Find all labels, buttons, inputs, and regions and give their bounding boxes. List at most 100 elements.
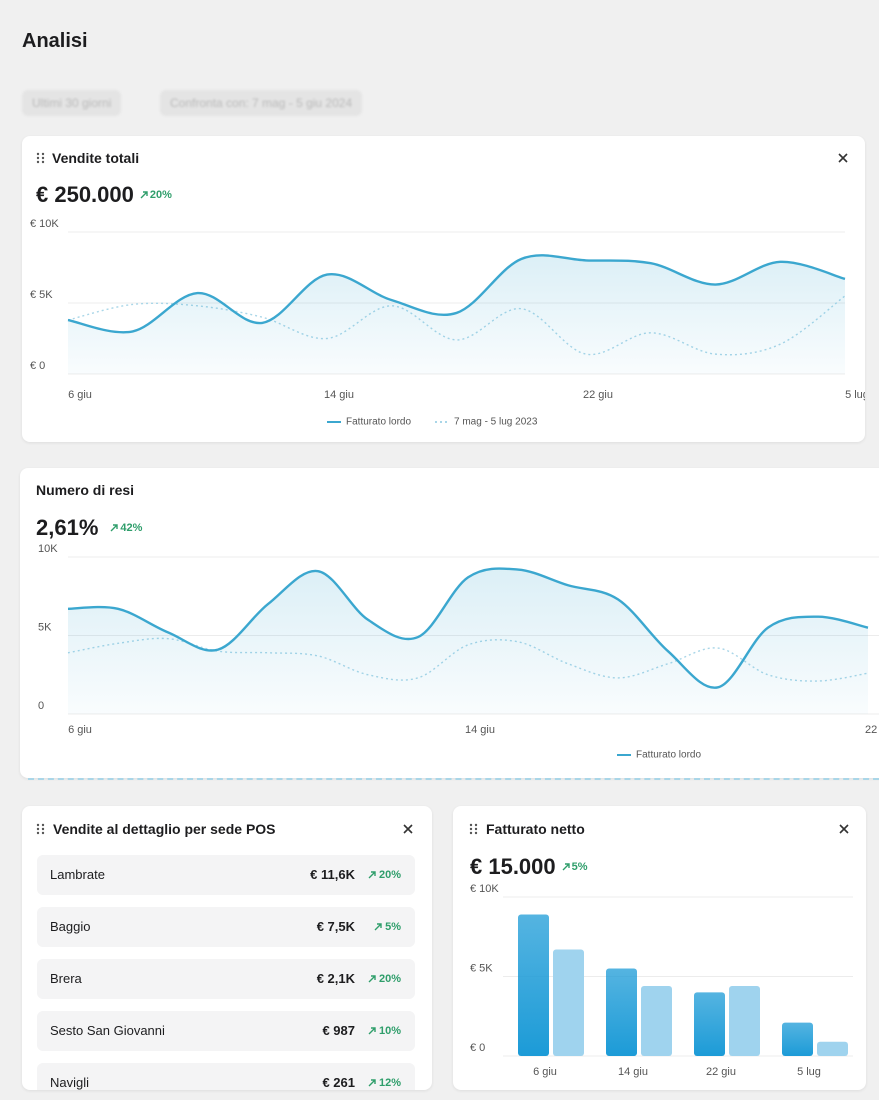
kpi: € 250.000 20% bbox=[36, 182, 172, 208]
kpi-change: 20% bbox=[140, 182, 172, 208]
card: Vendite al dettaglio per sede POS Lambra… bbox=[22, 806, 432, 1090]
legend-label: Fatturato lordo bbox=[636, 750, 701, 761]
card-title: Vendite al dettaglio per sede POS bbox=[53, 821, 276, 837]
page-title: Analisi bbox=[22, 30, 88, 52]
card-title: Numero di resi bbox=[36, 482, 135, 498]
location-name: Sesto San Giovanni bbox=[50, 1023, 165, 1038]
kpi-change: 42% bbox=[110, 515, 142, 541]
kpi-change: 5% bbox=[562, 854, 588, 880]
chart: € 0 € 5K € 10K 6 giu 14 giu 22 giu 5 lug Fattur… bbox=[30, 218, 865, 428]
kpi-value: € 250.000 bbox=[36, 182, 134, 207]
drag-handle[interactable] bbox=[36, 152, 46, 164]
location-value: € 11,6K bbox=[310, 867, 355, 882]
close-button[interactable] bbox=[402, 823, 414, 835]
date-filter[interactable]: Ultimi 30 giorni bbox=[22, 90, 122, 116]
location-change: 12% bbox=[368, 1063, 401, 1090]
location-name: Lambrate bbox=[50, 867, 105, 882]
location-name: Navigli bbox=[50, 1075, 90, 1090]
x-tick-label: 6 giu bbox=[68, 724, 92, 736]
kpi: € 15.000 5% bbox=[470, 854, 588, 880]
chart: € 0 € 5K € 10K 6 giu 14 giu 22 giu 5 lug bbox=[470, 883, 853, 1078]
table-row: Navigli € 261 12% bbox=[37, 1063, 415, 1090]
y-tick-label: € 10K bbox=[470, 883, 499, 895]
kpi-value: € 15.000 bbox=[470, 854, 556, 879]
x-tick-label: 22 giu bbox=[706, 1066, 736, 1078]
x-tick-label: 14 giu bbox=[618, 1066, 648, 1078]
bar bbox=[553, 949, 584, 1056]
change-text: 10% bbox=[378, 1025, 401, 1037]
bar bbox=[641, 986, 672, 1056]
location-change: 20% bbox=[368, 959, 401, 999]
change-text: 5% bbox=[571, 861, 588, 873]
location-value: € 261 bbox=[322, 1075, 355, 1090]
change-text: 20% bbox=[378, 869, 401, 881]
x-tick-label: 5 lug bbox=[797, 1066, 821, 1078]
legend-label: Fatturato lordo bbox=[346, 417, 411, 428]
y-tick-label: € 10K bbox=[30, 218, 59, 230]
arrow-icon bbox=[368, 871, 376, 879]
arrow-icon bbox=[368, 1079, 376, 1087]
arrow-icon bbox=[368, 1027, 376, 1035]
location-value: € 7,5K bbox=[316, 919, 355, 934]
kpi-value: 2,61% bbox=[36, 515, 99, 540]
location-change: 5% bbox=[374, 907, 401, 947]
x-tick-label: 22 giu bbox=[583, 389, 613, 401]
y-tick-label: 5K bbox=[38, 621, 52, 633]
table-row: Brera € 2,1K 20% bbox=[37, 959, 415, 999]
line bbox=[67, 637, 869, 682]
y-tick-label: 0 bbox=[38, 700, 44, 712]
y-tick-label: € 0 bbox=[30, 360, 45, 372]
change-text: 20% bbox=[149, 189, 172, 201]
drag-handle[interactable] bbox=[469, 823, 479, 835]
close-button[interactable] bbox=[837, 152, 849, 164]
change-text: 12% bbox=[378, 1077, 401, 1089]
x-tick-label: 22 giu bbox=[865, 724, 879, 736]
card-title: Fatturato netto bbox=[486, 821, 585, 837]
location-value: € 2,1K bbox=[316, 971, 355, 986]
drag-handle[interactable] bbox=[36, 823, 46, 835]
x-tick-label: 5 lug bbox=[845, 389, 865, 401]
y-tick-label: 10K bbox=[38, 543, 58, 555]
card: Vendite totali € 250.000 20% € 0 € 5K € 10K… bbox=[22, 136, 865, 442]
x-tick-label: 6 giu bbox=[68, 389, 92, 401]
location-name: Brera bbox=[50, 971, 82, 986]
y-tick-label: € 5K bbox=[30, 289, 53, 301]
x-tick-label: 6 giu bbox=[533, 1066, 557, 1078]
card: Numero di resi 2,61% 42% 0 5K 10K 6 giu 14 gi… bbox=[20, 468, 879, 778]
divider bbox=[28, 778, 879, 780]
bar bbox=[694, 992, 725, 1056]
location-value: € 987 bbox=[322, 1023, 355, 1038]
table-row: Sesto San Giovanni € 987 10% bbox=[37, 1011, 415, 1051]
y-tick-label: € 0 bbox=[470, 1042, 485, 1054]
bar bbox=[518, 914, 549, 1056]
location-change: 10% bbox=[368, 1011, 401, 1051]
location-change: 20% bbox=[368, 855, 401, 895]
chart: 0 5K 10K 6 giu 14 giu 22 giu Fatturato lordo bbox=[38, 543, 879, 761]
table-row: Baggio € 7,5K 5% bbox=[37, 907, 415, 947]
card: Fatturato netto € 15.000 5% € 0 € 5K € 10K 6… bbox=[453, 806, 866, 1090]
line bbox=[67, 567, 869, 689]
x-tick-label: 14 giu bbox=[324, 389, 354, 401]
location-name: Baggio bbox=[50, 919, 91, 934]
card-title: Vendite totali bbox=[52, 150, 140, 166]
area bbox=[68, 568, 868, 714]
arrow-icon bbox=[374, 923, 382, 931]
change-text: 42% bbox=[120, 522, 143, 534]
table-row: Lambrate € 11,6K 20% bbox=[37, 855, 415, 895]
bar bbox=[782, 1022, 813, 1056]
line bbox=[67, 254, 846, 334]
arrow-icon bbox=[368, 975, 376, 983]
kpi: 2,61% 42% bbox=[36, 515, 142, 541]
bar bbox=[606, 968, 637, 1056]
legend-label: 7 mag - 5 lug 2023 bbox=[454, 417, 538, 428]
y-tick-label: € 5K bbox=[470, 962, 493, 974]
change-text: 5% bbox=[385, 921, 401, 933]
bar bbox=[817, 1041, 848, 1056]
bar bbox=[729, 986, 760, 1056]
area bbox=[68, 255, 845, 374]
change-text: 20% bbox=[378, 973, 401, 985]
x-tick-label: 14 giu bbox=[465, 724, 495, 736]
compare-filter[interactable]: Confronta con: 7 mag - 5 giu 2024 bbox=[160, 90, 363, 116]
close-button[interactable] bbox=[838, 823, 850, 835]
